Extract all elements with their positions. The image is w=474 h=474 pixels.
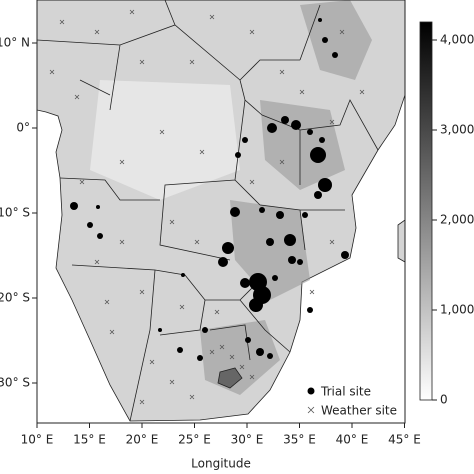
x-tick-label: 30° E <box>231 433 264 447</box>
y-tick-label: 10° S <box>0 206 30 220</box>
legend-trial-symbol <box>307 387 315 395</box>
country-borders <box>37 0 379 422</box>
trial-sites <box>70 18 349 361</box>
x-tick-label: 20° E <box>126 433 159 447</box>
y-tick-label: 10° N <box>0 36 30 50</box>
x-tick-label: 15° E <box>73 433 106 447</box>
legend-label: Weather site <box>321 404 397 418</box>
x-tick-label: 25° E <box>178 433 211 447</box>
x-tick-label: 45° E <box>388 433 421 447</box>
congo-basin <box>90 80 240 200</box>
map-frame <box>36 0 406 424</box>
colorbar-tick-label: 2,000 <box>440 213 474 227</box>
colorbar-tick-label: 3,000 <box>440 123 474 137</box>
map-area <box>37 0 405 423</box>
madagascar <box>397 219 405 263</box>
highlands <box>200 0 372 395</box>
y-tick-label: 30° S <box>0 376 30 390</box>
weather-sites <box>49 9 365 405</box>
colorbar-tick-label: 1,000 <box>440 303 474 317</box>
x-axis-label: Longitude <box>191 457 251 471</box>
x-tick-label: 40° E <box>336 433 369 447</box>
colorbar-tick-label: 4,000 <box>440 33 474 47</box>
legend-label: Trial site <box>320 385 371 399</box>
lesotho <box>217 367 243 389</box>
y-tick-label: 0° <box>16 121 30 135</box>
legend-weather-symbol <box>307 406 315 414</box>
x-tick-label: 10° E <box>21 433 54 447</box>
colorbar-tick-label: 0 <box>440 393 448 407</box>
x-tick-label: 35° E <box>283 433 316 447</box>
colorbar <box>419 21 433 401</box>
y-tick-label: 20° S <box>0 291 30 305</box>
